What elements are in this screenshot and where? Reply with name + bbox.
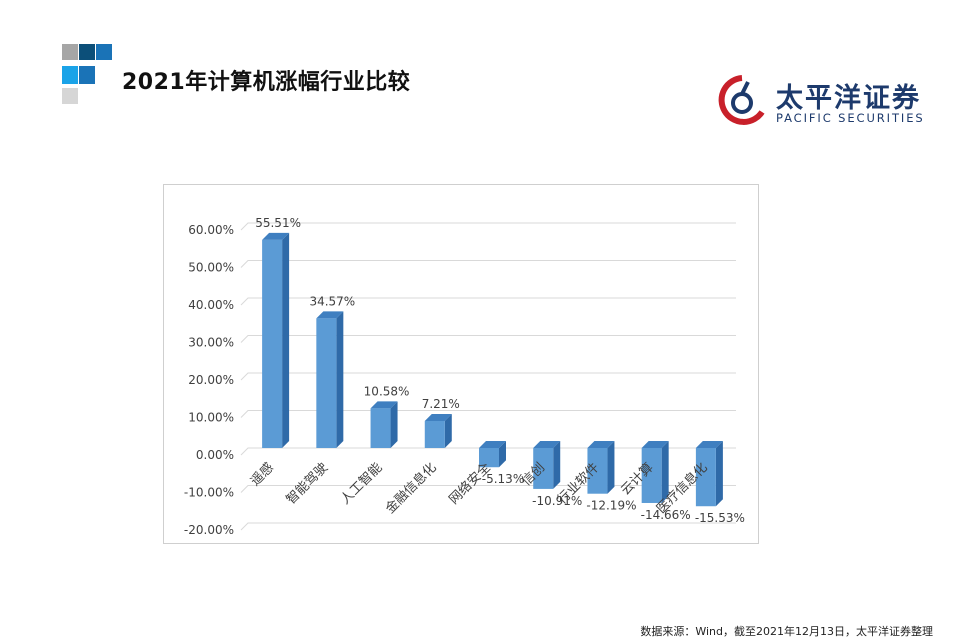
y-tick-label: 10.00% <box>188 411 234 425</box>
bar <box>262 232 290 448</box>
data-label: -14.66% <box>641 508 691 522</box>
chart-area: 60.00% 50.00% 40.00% 30.00% 20.00% 10.00% 0.00… <box>163 184 759 544</box>
category-label: 智能驾驶 <box>284 460 331 507</box>
logo-mark-icon <box>718 75 765 125</box>
y-tick-label: 60.00% <box>188 223 234 237</box>
gridline <box>240 335 736 343</box>
logo-name-cn: 太平洋证券 <box>776 83 921 114</box>
bar <box>370 401 398 448</box>
data-label: 10.58% <box>364 384 410 398</box>
y-tick-label: 40.00% <box>188 298 234 312</box>
decor-square-mid <box>96 44 112 60</box>
decor-square-gray-top <box>62 44 78 60</box>
gridline <box>240 297 736 306</box>
page-title: 2021年计算机涨幅行业比较 <box>122 70 411 95</box>
category-label: 人工智能 <box>338 460 385 507</box>
bar <box>695 441 723 507</box>
gridline <box>240 260 736 268</box>
decor-square-dark <box>79 44 95 60</box>
decor-square-light <box>62 66 78 84</box>
logo-name-en: PACIFIC SECURITIES <box>776 111 925 125</box>
data-label: -10.91% <box>532 494 582 508</box>
bar <box>533 441 561 489</box>
data-label: -12.19% <box>586 499 636 513</box>
y-tick-label: 0.00% <box>196 448 234 462</box>
bar <box>479 441 506 468</box>
bar <box>424 413 452 448</box>
bar-chart: 60.00% 50.00% 40.00% 30.00% 20.00% 10.00% 0.00… <box>184 216 745 537</box>
bar <box>641 441 669 503</box>
gridline <box>240 222 736 231</box>
y-tick-label: 20.00% <box>188 373 234 387</box>
decor-square-blue <box>79 66 95 84</box>
gridline <box>240 485 736 493</box>
data-source-note: 数据来源：Wind，截至2021年12月13日，太平洋证券整理 <box>640 625 933 638</box>
y-tick-label: -20.00% <box>184 523 234 537</box>
data-label: 55.51% <box>255 216 301 230</box>
category-label: 金融信息化 <box>382 460 439 517</box>
y-tick-label: -10.00% <box>184 486 234 500</box>
gridline <box>240 522 736 531</box>
bar <box>316 311 344 448</box>
data-label: -5.13% <box>482 472 524 486</box>
data-label: -15.53% <box>695 511 745 525</box>
data-label: 7.21% <box>422 397 460 411</box>
gridline <box>240 410 736 418</box>
data-label: 34.57% <box>309 294 355 308</box>
gridline <box>240 447 736 456</box>
gridline <box>240 372 736 381</box>
bar <box>587 441 615 494</box>
y-tick-label: 30.00% <box>188 336 234 350</box>
decor-square-gray-bottom <box>62 88 78 104</box>
category-label: 遥感 <box>247 460 277 490</box>
y-tick-label: 50.00% <box>188 261 234 275</box>
company-logo: 太平洋证券 PACIFIC SECURITIES <box>716 72 946 132</box>
